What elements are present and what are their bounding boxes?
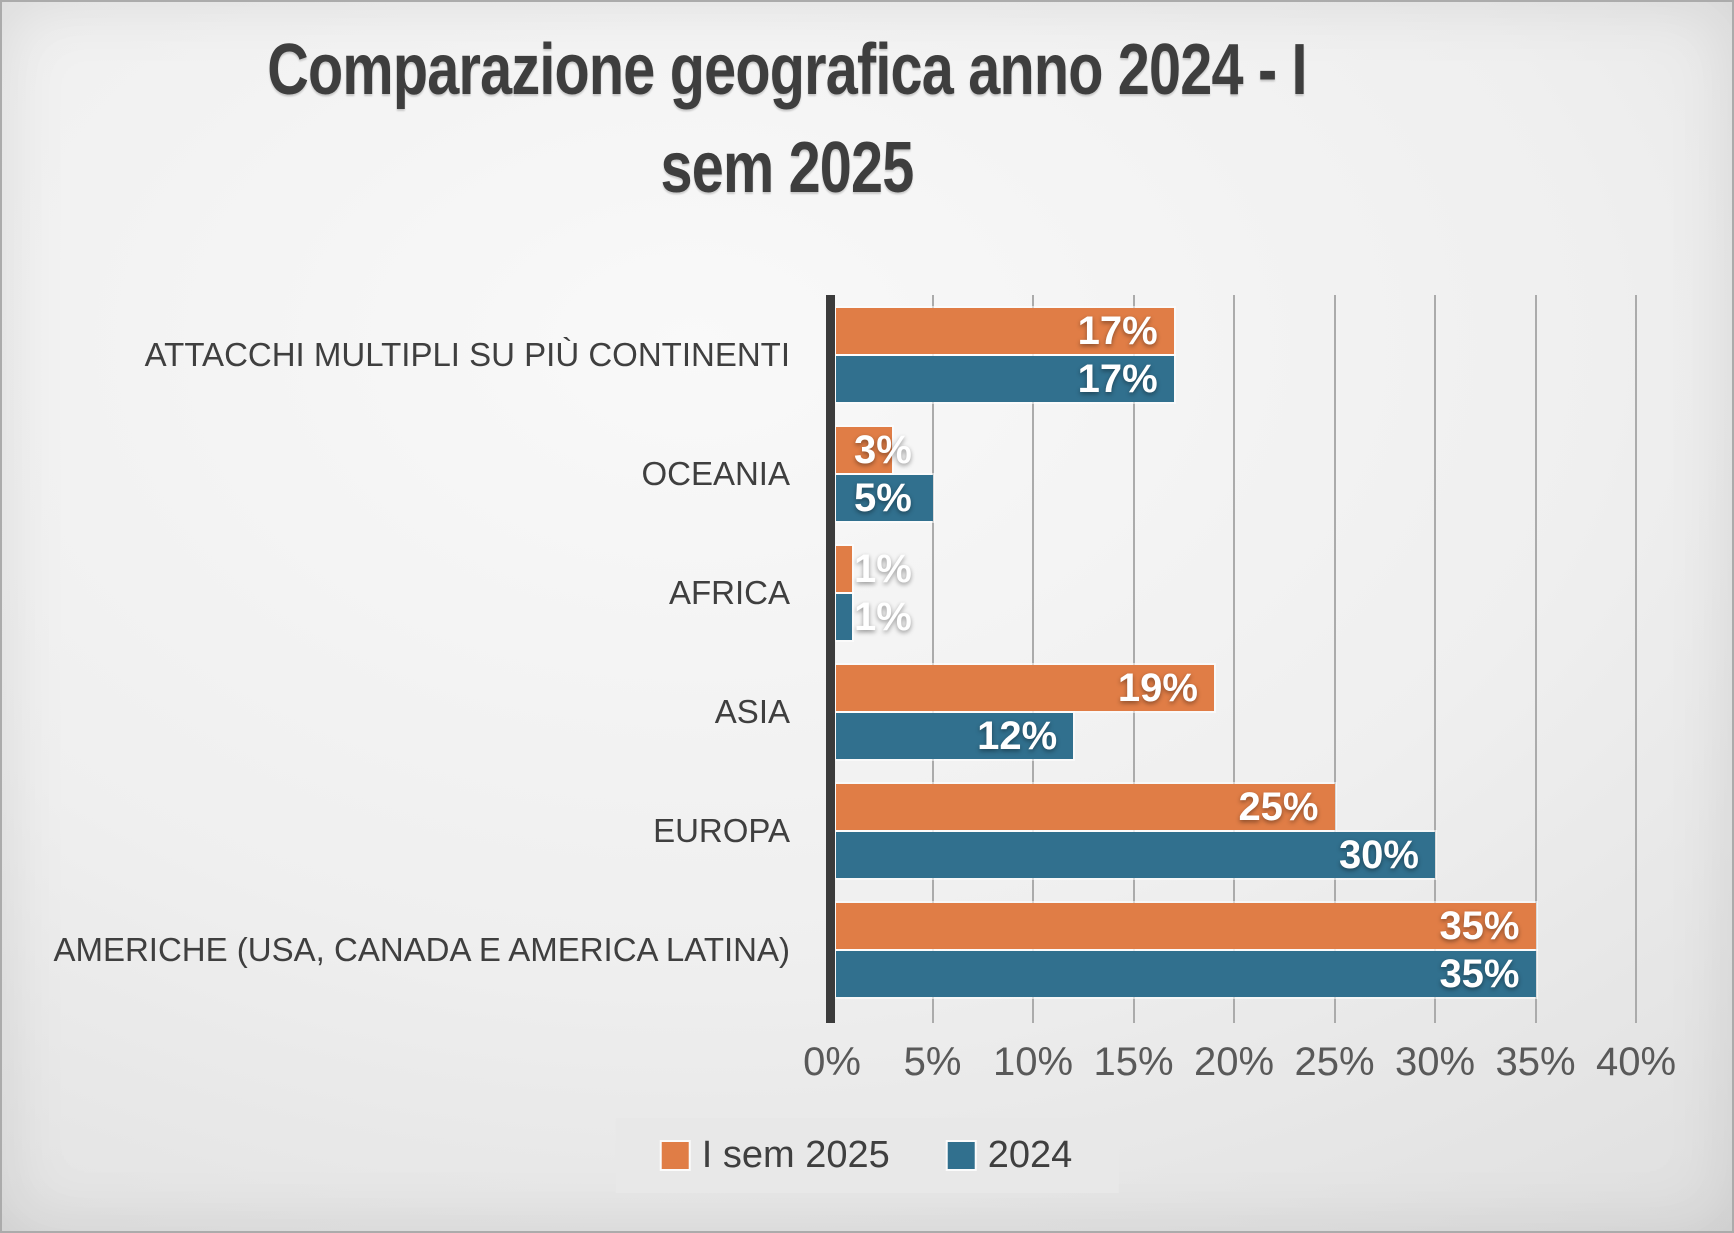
bar-value-label: 17% <box>1077 308 1158 353</box>
bar-value-label: 30% <box>1338 833 1419 878</box>
chart-title-line-1: Comparazione geografica anno 2024 - I <box>267 30 1307 110</box>
bar-value-label: 25% <box>1238 785 1319 830</box>
x-axis-tick-label: 15% <box>1093 1040 1174 1084</box>
x-axis-tick-label: 5% <box>903 1040 962 1084</box>
bar-value-label: 3% <box>854 427 912 472</box>
bar-value-label: 5% <box>854 475 912 520</box>
legend-item-2024: 2024 <box>947 1134 1073 1177</box>
gridline <box>1534 295 1537 1023</box>
legend-label-i-sem-2025: I sem 2025 <box>701 1134 890 1176</box>
bar-i-sem-2025-asia <box>836 665 1214 712</box>
category-label-oceania: OCEANIA <box>641 454 790 492</box>
bar-value-label: 12% <box>977 714 1058 759</box>
gridline <box>1032 295 1034 1023</box>
bar-2024-americhe-usa-canada-e-america-latina <box>836 951 1536 998</box>
bar-value-label: 1% <box>854 546 912 591</box>
category-label-africa: AFRICA <box>668 573 790 611</box>
legend: I sem 2025 2024 <box>615 1118 1119 1193</box>
gridline <box>1132 295 1135 1023</box>
legend-item-i-sem-2025: I sem 2025 <box>661 1134 890 1177</box>
gridline <box>1434 295 1436 1023</box>
chart-title-line-2: sem 2025 <box>660 127 914 208</box>
x-axis-tick-label: 10% <box>992 1040 1074 1084</box>
y-axis-line <box>826 295 835 1023</box>
category-label-asia: ASIA <box>714 693 790 731</box>
legend-label-2024: 2024 <box>987 1134 1073 1176</box>
bar-value-label: 1% <box>854 594 912 639</box>
x-axis-tick-label: 20% <box>1193 1040 1275 1084</box>
bar-2024-asia <box>836 713 1074 760</box>
bar-i-sem-2025-attacchi-multipli-su-pi-continenti <box>836 307 1174 354</box>
gridline <box>1333 295 1336 1023</box>
bar-2024-africa <box>836 593 853 640</box>
bar-i-sem-2025-europa <box>836 784 1335 831</box>
bar-value-label: 35% <box>1439 904 1520 949</box>
chart-title: Comparazione geografica anno 2024 - I se… <box>157 22 1416 218</box>
bar-value-label: 35% <box>1439 952 1520 997</box>
x-axis-tick-label: 25% <box>1294 1040 1375 1084</box>
legend-swatch-2024 <box>947 1142 975 1169</box>
bar-2024-oceania <box>836 474 933 521</box>
bar-2024-europa <box>836 832 1435 879</box>
bar-i-sem-2025-africa <box>836 545 853 592</box>
x-axis-tick-label: 0% <box>803 1040 861 1084</box>
x-axis-tick-label: 35% <box>1495 1040 1576 1084</box>
legend-swatch-i-sem-2025 <box>661 1142 689 1169</box>
gridline <box>931 295 934 1023</box>
x-axis-tick-label: 30% <box>1394 1040 1476 1084</box>
gridline <box>1635 295 1637 1023</box>
gridline <box>1233 295 1235 1023</box>
bar-i-sem-2025-oceania <box>836 426 893 473</box>
bar-value-label: 17% <box>1077 356 1158 401</box>
category-label-americhe-usa-canada-e-america-latina: AMERICHE (USA, CANADA E AMERICA LATINA) <box>53 931 790 969</box>
bar-2024-attacchi-multipli-su-pi-continenti <box>836 355 1174 402</box>
bar-i-sem-2025-americhe-usa-canada-e-america-latina <box>836 903 1536 950</box>
bar-value-label: 19% <box>1117 666 1198 711</box>
category-label-europa: EUROPA <box>653 812 790 850</box>
category-label-attacchi-multipli-su-pi-continenti: ATTACCHI MULTIPLI SU PIÙ CONTINENTI <box>144 335 790 373</box>
x-axis-tick-label: 40% <box>1595 1040 1677 1084</box>
